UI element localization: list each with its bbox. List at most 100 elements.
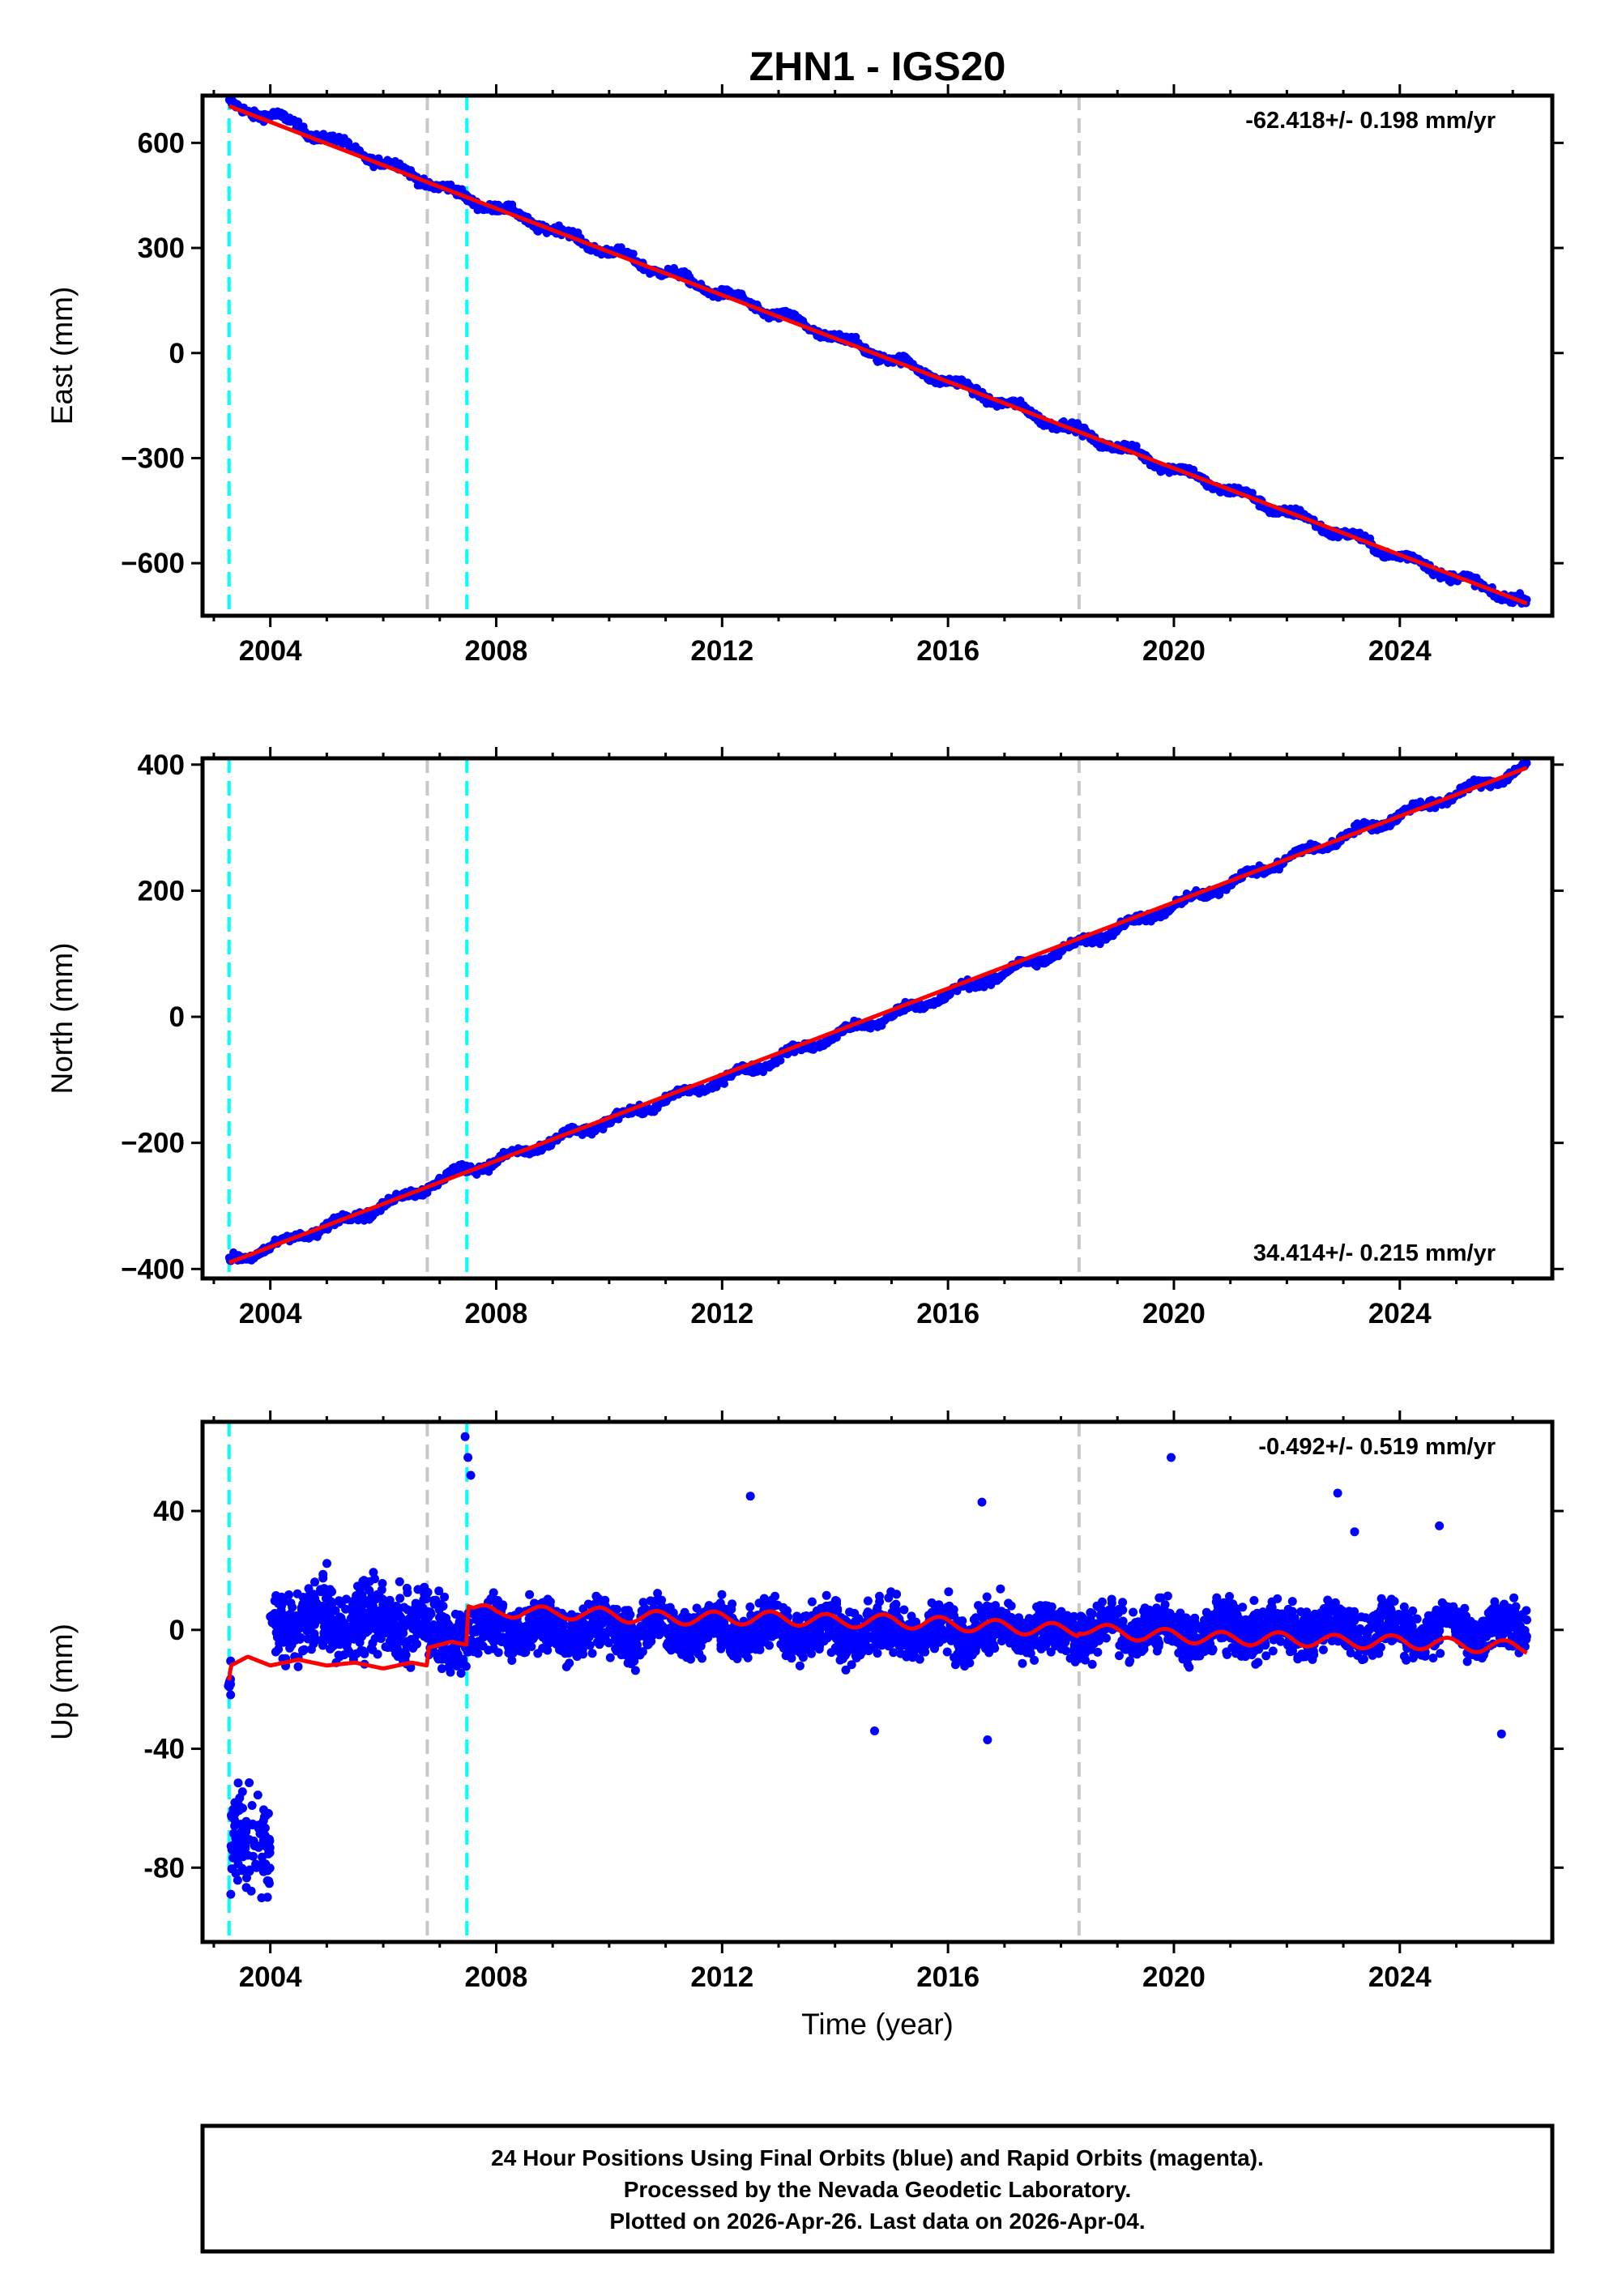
y-axis-label: East (mm) bbox=[45, 287, 79, 425]
data-point bbox=[264, 1879, 274, 1888]
x-tick-label: 2004 bbox=[239, 1298, 302, 1329]
x-tick-label: 2016 bbox=[916, 1298, 979, 1329]
data-point bbox=[335, 1628, 345, 1637]
data-point bbox=[279, 1637, 288, 1647]
data-point bbox=[630, 1666, 640, 1675]
data-point bbox=[292, 1625, 301, 1635]
data-point bbox=[1225, 1592, 1234, 1601]
x-tick-label: 2016 bbox=[916, 635, 979, 667]
data-point bbox=[305, 1604, 314, 1614]
data-point bbox=[227, 1812, 237, 1821]
data-point bbox=[224, 1681, 233, 1691]
data-point bbox=[442, 1619, 452, 1628]
data-point bbox=[447, 1646, 457, 1655]
data-point bbox=[339, 1619, 348, 1628]
data-point bbox=[284, 1590, 293, 1599]
data-point bbox=[267, 1611, 277, 1620]
data-point bbox=[423, 1587, 433, 1597]
data-point bbox=[433, 1653, 442, 1662]
data-point bbox=[237, 1863, 247, 1873]
data-point bbox=[258, 1816, 268, 1825]
data-point bbox=[292, 1589, 302, 1598]
data-point bbox=[452, 1623, 462, 1632]
data-point bbox=[309, 1639, 318, 1649]
data-point bbox=[369, 1568, 378, 1577]
data-point bbox=[413, 1619, 423, 1628]
data-point bbox=[807, 1597, 817, 1607]
data-point bbox=[386, 1617, 396, 1626]
data-point bbox=[454, 1652, 463, 1662]
data-point bbox=[395, 1637, 405, 1646]
data-point bbox=[410, 1608, 420, 1618]
data-point bbox=[431, 1595, 441, 1605]
data-point bbox=[450, 1609, 460, 1619]
data-point bbox=[339, 1650, 349, 1660]
data-point bbox=[429, 1628, 438, 1638]
plot-area bbox=[224, 96, 1531, 616]
data-points bbox=[224, 758, 1531, 1265]
data-point bbox=[350, 1605, 360, 1615]
data-point bbox=[383, 1643, 393, 1652]
model-line bbox=[228, 104, 1528, 606]
data-point bbox=[307, 1590, 317, 1599]
data-point bbox=[365, 1577, 374, 1586]
data-point bbox=[386, 1630, 395, 1640]
y-tick-label: 400 bbox=[138, 749, 185, 781]
data-point bbox=[255, 1829, 265, 1838]
data-point bbox=[425, 1607, 435, 1617]
data-point bbox=[442, 1626, 452, 1636]
data-point bbox=[716, 1641, 726, 1650]
x-tick-label: 2020 bbox=[1142, 1298, 1206, 1329]
y-tick-label: −300 bbox=[121, 442, 185, 474]
data-point bbox=[284, 1620, 293, 1630]
data-point bbox=[354, 1624, 364, 1634]
rate-annotation: 34.414+/- 0.215 mm/yr bbox=[1253, 1240, 1496, 1266]
data-point bbox=[277, 1592, 287, 1602]
data-point bbox=[1249, 1596, 1259, 1605]
data-point bbox=[295, 1615, 305, 1624]
data-point bbox=[395, 1594, 405, 1603]
data-point bbox=[310, 1577, 319, 1587]
data-point bbox=[1163, 1591, 1172, 1601]
x-tick-label: 2012 bbox=[690, 635, 753, 667]
data-point bbox=[293, 1662, 303, 1671]
model-line bbox=[228, 766, 1528, 1265]
data-point bbox=[629, 250, 638, 258]
data-point bbox=[322, 1613, 332, 1623]
x-tick-label: 2008 bbox=[465, 635, 528, 667]
data-point bbox=[403, 1588, 412, 1598]
data-point bbox=[543, 1645, 553, 1655]
data-point bbox=[245, 1778, 254, 1787]
data-point bbox=[446, 1667, 455, 1677]
data-point bbox=[561, 1662, 571, 1671]
data-point bbox=[270, 1596, 280, 1606]
y-tick-label: −400 bbox=[121, 1253, 185, 1285]
data-point bbox=[437, 1664, 446, 1674]
data-point bbox=[230, 1798, 240, 1807]
data-point bbox=[1093, 1647, 1103, 1657]
data-point bbox=[525, 1590, 535, 1599]
data-point bbox=[241, 1883, 251, 1893]
y-tick-label: −600 bbox=[121, 548, 185, 579]
data-point bbox=[368, 1645, 378, 1654]
data-point bbox=[1261, 1651, 1271, 1661]
data-point bbox=[399, 1603, 409, 1612]
data-point bbox=[342, 1594, 351, 1604]
y-tick-label: 300 bbox=[138, 233, 185, 264]
x-tick-label: 2024 bbox=[1368, 635, 1432, 667]
data-point bbox=[382, 1624, 391, 1633]
data-point bbox=[456, 1668, 466, 1678]
data-point bbox=[322, 1559, 331, 1568]
data-point bbox=[399, 1619, 408, 1628]
data-point bbox=[226, 1690, 236, 1700]
data-point bbox=[317, 1585, 326, 1594]
y-tick-label: 0 bbox=[169, 1001, 185, 1033]
data-point bbox=[358, 1577, 368, 1586]
data-point bbox=[533, 1649, 543, 1658]
data-point bbox=[274, 1645, 284, 1654]
x-tick-label: 2012 bbox=[690, 1298, 753, 1329]
data-point bbox=[434, 1586, 444, 1596]
data-point bbox=[776, 1056, 785, 1065]
data-point bbox=[445, 1654, 455, 1663]
data-point bbox=[273, 1620, 283, 1630]
